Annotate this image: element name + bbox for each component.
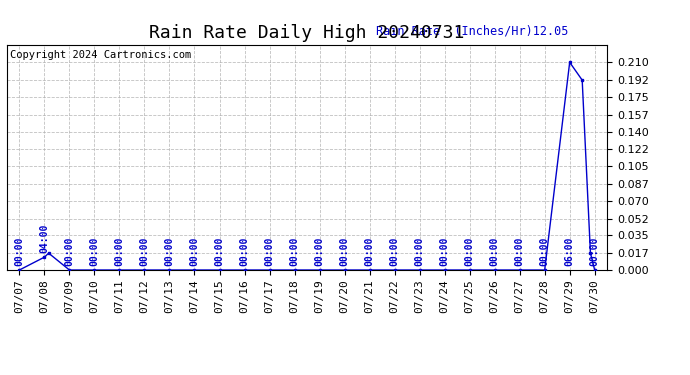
Text: 00:00: 00:00 [515, 237, 524, 266]
Text: 00:00: 00:00 [64, 237, 75, 266]
Text: 00:00: 00:00 [464, 237, 475, 266]
Text: 00:00: 00:00 [440, 237, 450, 266]
Text: 00:00: 00:00 [190, 237, 199, 266]
Text: 00:00: 00:00 [315, 237, 324, 266]
Text: 04:00: 04:00 [39, 224, 50, 253]
Text: 00:00: 00:00 [415, 237, 424, 266]
Text: Rain Rate  (Inches/Hr)12.05: Rain Rate (Inches/Hr)12.05 [376, 24, 569, 37]
Text: 00:00: 00:00 [290, 237, 299, 266]
Text: 00:00: 00:00 [139, 237, 150, 266]
Text: 00:00: 00:00 [215, 237, 224, 266]
Text: 00:00: 00:00 [264, 237, 275, 266]
Text: Copyright 2024 Cartronics.com: Copyright 2024 Cartronics.com [10, 50, 191, 60]
Text: 00:00: 00:00 [364, 237, 375, 266]
Text: 00:00: 00:00 [90, 237, 99, 266]
Text: 06:00: 06:00 [564, 237, 575, 266]
Text: 00:00: 00:00 [14, 237, 24, 266]
Text: 00:00: 00:00 [490, 237, 500, 266]
Text: 00:00: 00:00 [164, 237, 175, 266]
Text: 00:00: 00:00 [390, 237, 400, 266]
Text: 00:00: 00:00 [590, 237, 600, 266]
Title: Rain Rate Daily High 20240731: Rain Rate Daily High 20240731 [149, 24, 465, 42]
Text: 00:00: 00:00 [115, 237, 124, 266]
Text: 00:00: 00:00 [239, 237, 250, 266]
Text: 00:00: 00:00 [339, 237, 350, 266]
Text: 00:00: 00:00 [540, 237, 550, 266]
